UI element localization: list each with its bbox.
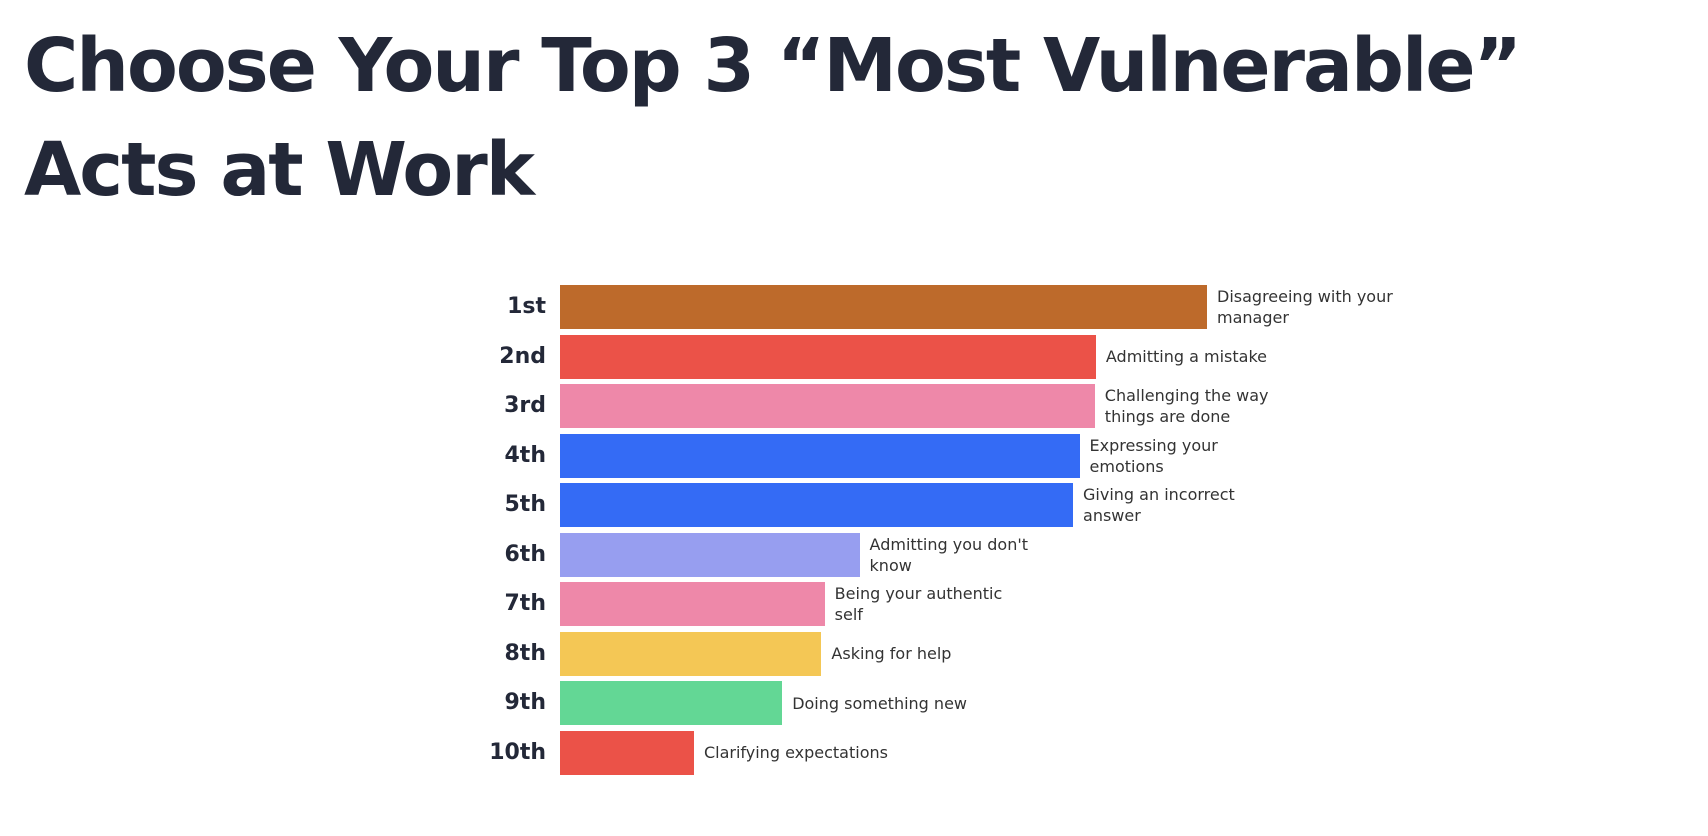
bar-label: Admitting you don't know xyxy=(869,534,1028,575)
bar-label: Expressing your emotions xyxy=(1089,435,1218,476)
bar xyxy=(560,582,825,626)
bar-label: Admitting a mistake xyxy=(1105,347,1267,366)
bar xyxy=(560,631,822,676)
bar xyxy=(560,681,783,725)
bar-label: Asking for help xyxy=(831,644,952,663)
chart-title: Choose Your Top 3 “Most Vulnerable” Acts… xyxy=(24,23,1522,213)
category-label: 8th xyxy=(504,640,547,666)
category-label: 4th xyxy=(504,442,547,468)
category-label: 5th xyxy=(504,492,547,517)
bar xyxy=(560,483,1074,527)
category-label: 6th xyxy=(504,541,547,567)
bar-label: Challenging the way things are done xyxy=(1104,386,1269,426)
bar xyxy=(560,532,860,577)
bar xyxy=(560,433,1080,478)
bar-label: Giving an incorrect answer xyxy=(1083,485,1235,525)
bar xyxy=(560,384,1095,428)
category-label: 10th xyxy=(489,739,546,765)
bar xyxy=(560,334,1096,379)
category-label: 1st xyxy=(507,294,546,319)
bar-label: Being your authentic self xyxy=(834,584,1003,624)
category-label: 9th xyxy=(504,690,547,715)
bar xyxy=(560,285,1207,329)
bar-label: Doing something new xyxy=(792,693,967,713)
bar xyxy=(560,730,694,775)
category-label: 3rd xyxy=(504,393,546,418)
category-label: 7th xyxy=(504,591,547,616)
category-label: 2nd xyxy=(499,343,546,369)
bar-label: Disagreeing with your manager xyxy=(1217,287,1393,327)
bar-label: Clarifying expectations xyxy=(703,743,888,762)
